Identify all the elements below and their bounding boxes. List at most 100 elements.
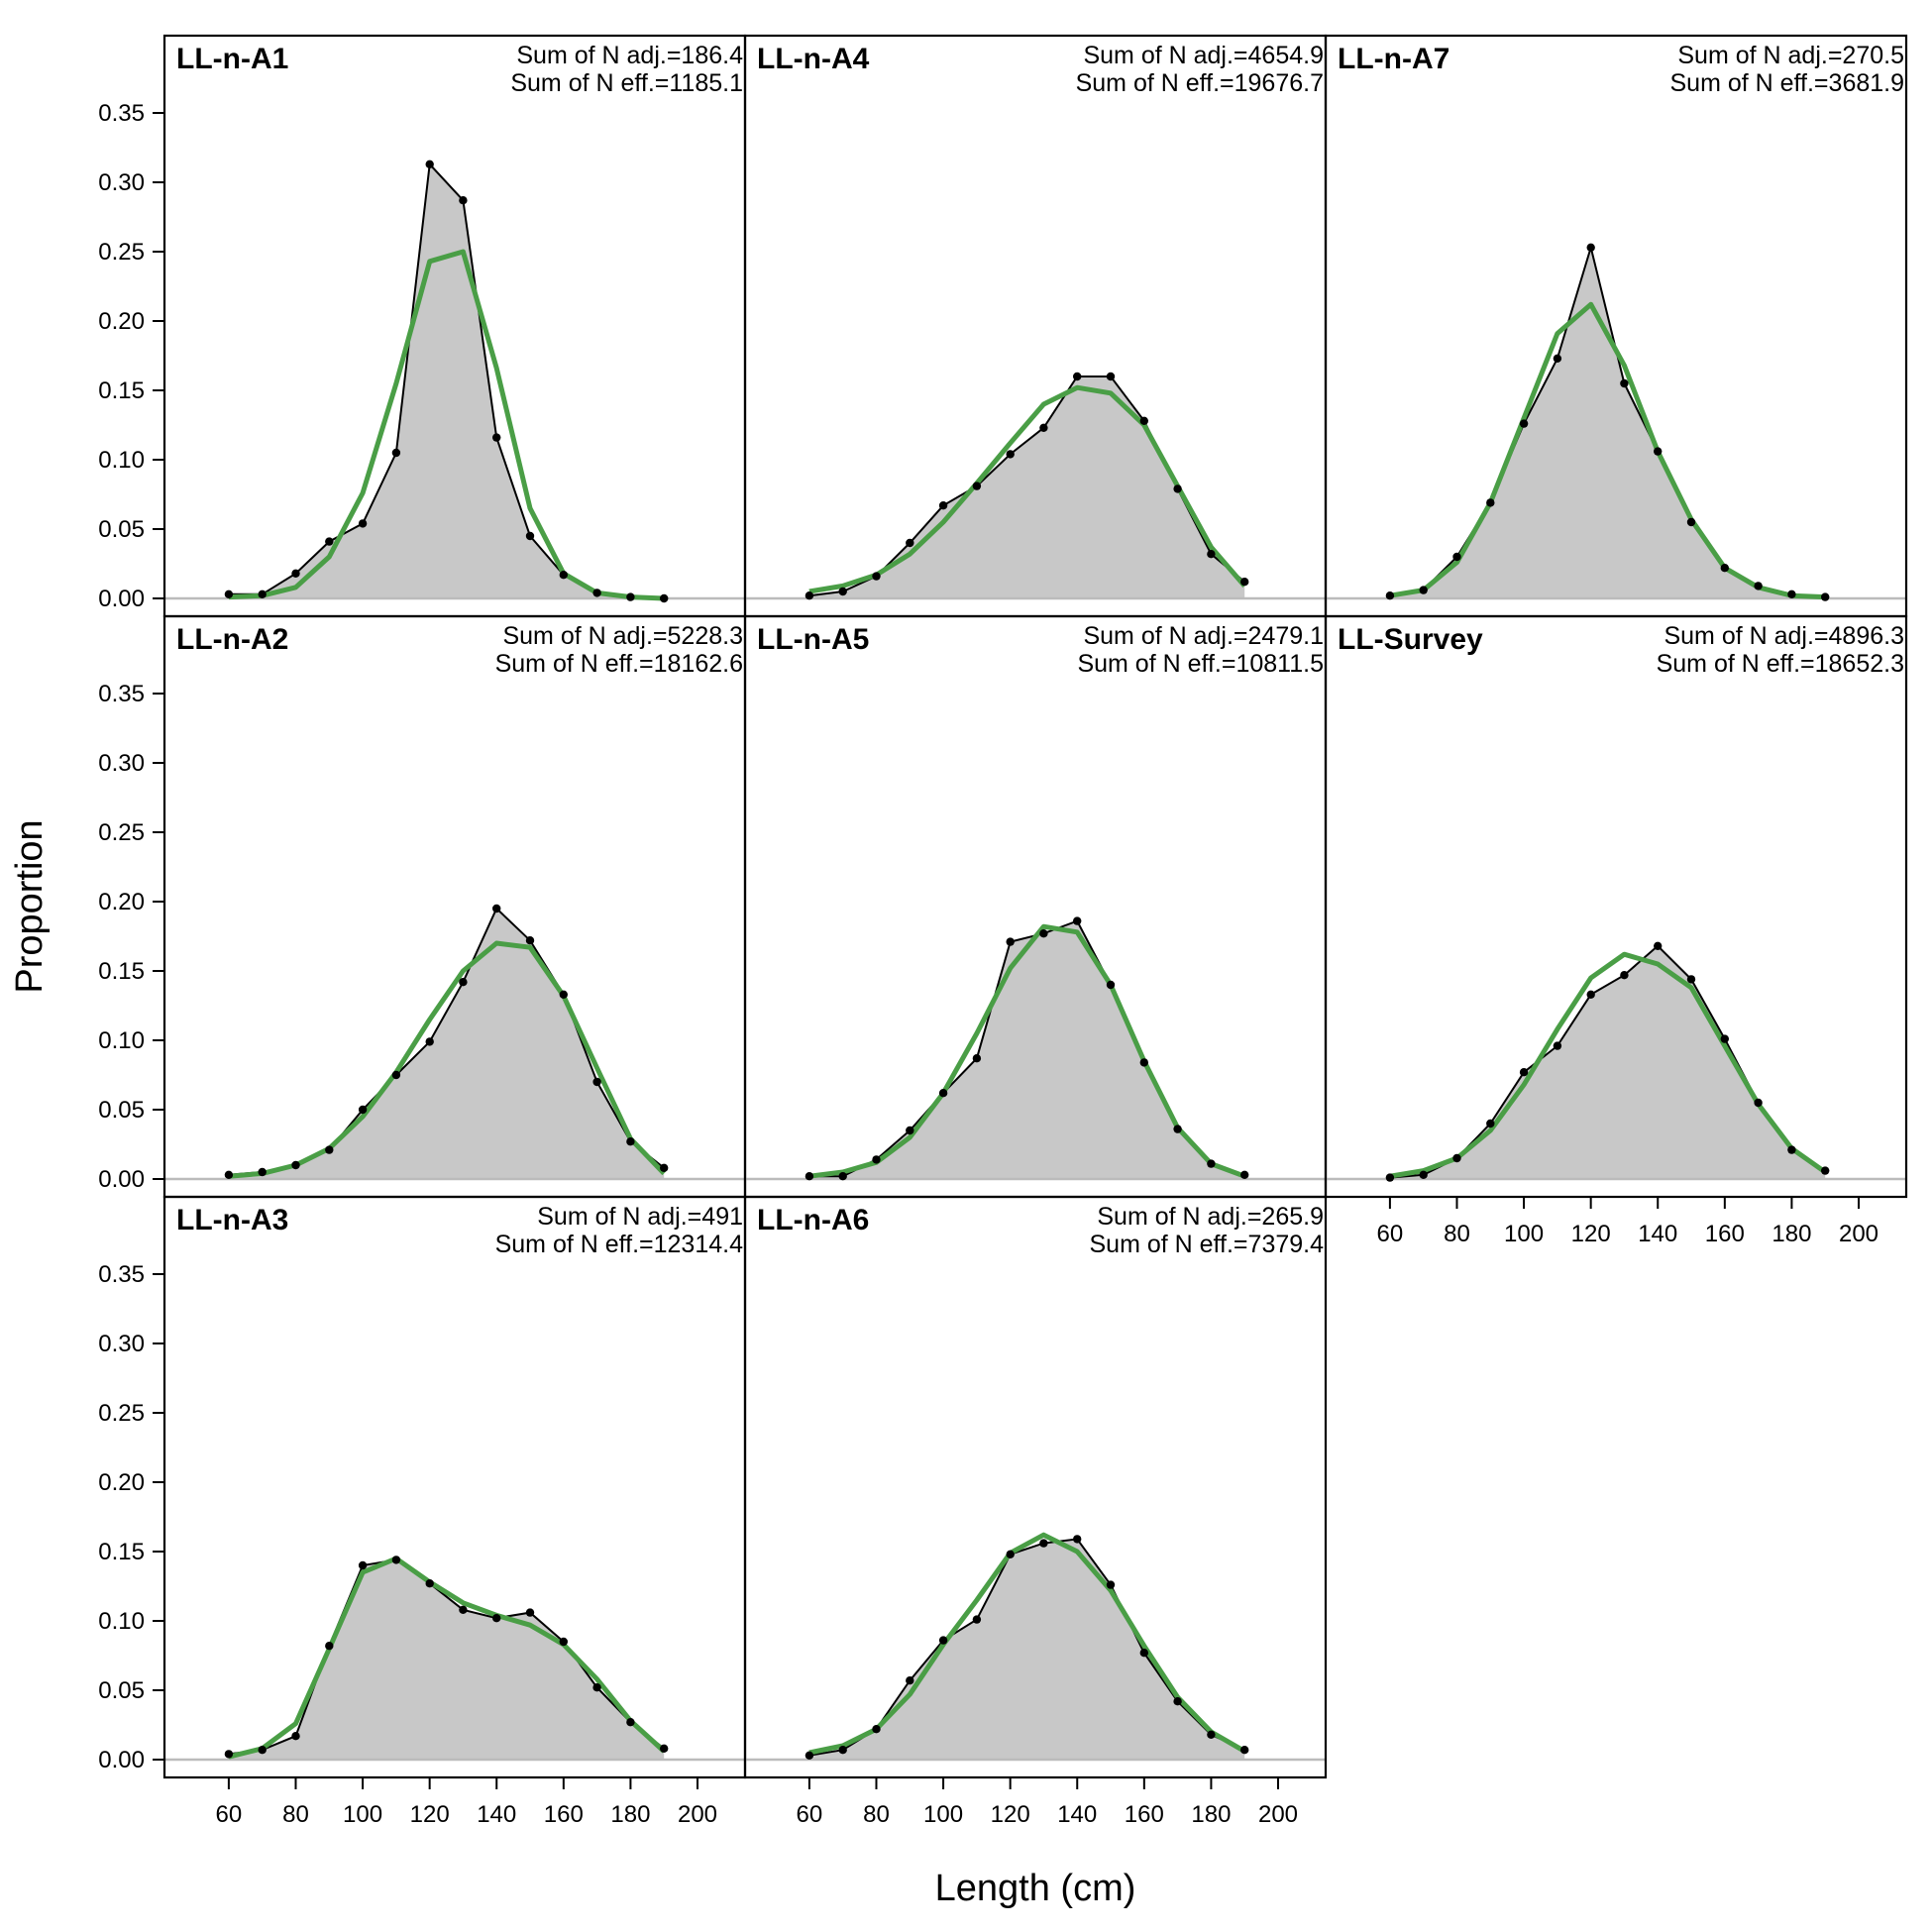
x-tick-label: 80 [1444, 1221, 1470, 1247]
observed-point [1821, 1166, 1830, 1175]
observed-point [1039, 929, 1048, 938]
observed-point [906, 1676, 914, 1685]
x-tick-label: 100 [1504, 1221, 1544, 1247]
expected-line [228, 249, 665, 601]
y-tick-label: 0.05 [98, 1097, 145, 1124]
y-tick-label: 0.25 [98, 819, 145, 846]
observed-point [559, 990, 568, 999]
observed-point [1720, 564, 1730, 573]
axes-layer: 0.00 0.05 0.10 0.15 0.20 0.25 0.30 0.35 0.00 0.05… [98, 100, 1906, 1828]
observed-point [1620, 378, 1629, 388]
expected-line [228, 1556, 666, 1760]
observed-point [1419, 586, 1428, 594]
observed-point [492, 433, 501, 442]
expected-line [808, 384, 1247, 594]
observed-point [391, 1556, 401, 1564]
observed-area [1389, 247, 1826, 599]
observed-point [1452, 1153, 1461, 1163]
panel-title: LL-n-A1 [176, 43, 288, 75]
y-tick-label: 0.15 [98, 377, 145, 404]
panel-title: LL-n-A4 [757, 43, 870, 75]
y-tick-label: 0.20 [98, 1469, 145, 1496]
x-axis-title: Length (cm) [935, 1868, 1136, 1909]
observed-point [1754, 582, 1763, 590]
observed-point [1654, 941, 1663, 950]
panel-n-adj: Sum of N adj.=2479.1 [1083, 622, 1324, 650]
observed-point [224, 1750, 234, 1759]
observed-point [626, 1137, 635, 1146]
y-tick-label: 0.35 [98, 100, 145, 127]
y-tick-label: 0.25 [98, 1400, 145, 1427]
observed-point [1039, 423, 1048, 432]
observed-point [592, 1683, 601, 1692]
x-tick-label: 100 [343, 1801, 382, 1828]
y-tick-label: 0.25 [98, 239, 145, 266]
observed-point [660, 1163, 669, 1173]
y-tick-label: 0.05 [98, 516, 145, 543]
observed-point [1452, 552, 1461, 562]
observed-point [1385, 1173, 1395, 1182]
observed-point [459, 196, 468, 205]
y-tick-label: 0.30 [98, 1331, 145, 1357]
observed-point [1240, 1746, 1249, 1755]
observed-point [459, 978, 468, 987]
observed-point [838, 1746, 847, 1755]
y-tick-label: 0.10 [98, 447, 145, 474]
panel-n-adj: Sum of N adj.=270.5 [1677, 42, 1904, 69]
observed-point [872, 572, 881, 581]
expected-line [1389, 301, 1826, 600]
observed-point [258, 1746, 267, 1755]
observed-point [559, 571, 568, 580]
x-tick-label: 180 [610, 1801, 650, 1828]
x-tick-label: 80 [863, 1801, 890, 1828]
observed-point [1553, 354, 1562, 363]
observed-point [559, 1637, 568, 1647]
observed-point [492, 1614, 501, 1623]
observed-point [358, 1560, 368, 1570]
panel-title: LL-n-A3 [176, 1204, 288, 1236]
observed-point [291, 1160, 300, 1170]
observed-point [938, 501, 948, 510]
observed-point [1207, 1159, 1216, 1168]
y-tick-label: 0.30 [98, 169, 145, 196]
observed-point [525, 1608, 535, 1617]
observed-point [1654, 447, 1663, 456]
y-tick-label: 0.35 [98, 1261, 145, 1288]
y-axis-title: Proportion [9, 819, 51, 993]
observed-point [1173, 1125, 1182, 1133]
observed-point [1385, 591, 1395, 600]
observed-point [1486, 1119, 1495, 1128]
panel-title: LL-n-A6 [757, 1204, 869, 1236]
observed-point [1754, 1098, 1763, 1108]
x-tick-label: 180 [1191, 1801, 1231, 1828]
observed-point [325, 1642, 334, 1651]
observed-point [1139, 1649, 1149, 1658]
x-axis-col-3: 60 80 100 120 140 160 180 200 [1326, 1196, 1906, 1247]
y-tick-label: 0.10 [98, 1608, 145, 1635]
observed-point [938, 1089, 948, 1098]
observed-point [660, 1744, 669, 1754]
observed-point [626, 592, 635, 601]
x-tick-label: 60 [1377, 1221, 1404, 1247]
expected-line [228, 940, 666, 1179]
observed-area [228, 909, 665, 1179]
observed-point [391, 448, 401, 458]
panel-n-adj: Sum of N adj.=491 [537, 1203, 743, 1231]
panel-n-adj: Sum of N adj.=4654.9 [1083, 42, 1324, 69]
observed-point [459, 1605, 468, 1615]
observed-point [358, 519, 368, 528]
observed-point [525, 936, 535, 945]
panel-n-adj: Sum of N adj.=5228.3 [502, 622, 743, 650]
y-axis-row-2: 0.00 0.05 0.10 0.15 0.20 0.25 0.30 0.35 [98, 681, 165, 1193]
panel-title: LL-n-A7 [1338, 43, 1449, 75]
observed-point [592, 589, 601, 597]
y-tick-label: 0.35 [98, 681, 145, 707]
y-axis-row-1: 0.00 0.05 0.10 0.15 0.20 0.25 0.30 0.35 [98, 100, 165, 612]
y-tick-label: 0.15 [98, 958, 145, 985]
observed-point [525, 531, 535, 541]
observed-area [1389, 945, 1826, 1179]
observed-point [1006, 1550, 1015, 1559]
